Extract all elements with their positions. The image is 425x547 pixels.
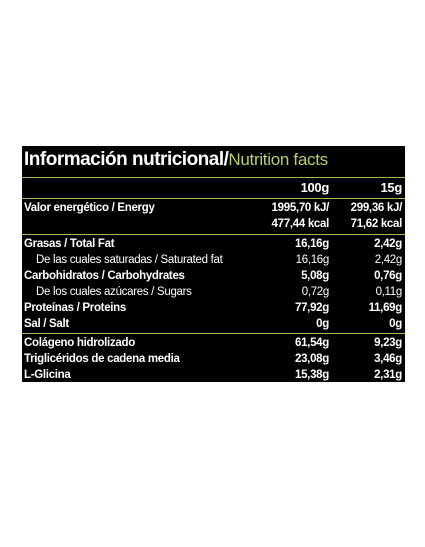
table-row: Carbohidratos / Carbohydrates 5,08g 0,76… <box>22 268 405 284</box>
nutrient-label: De los cuales azúcares / Sugars <box>36 286 192 298</box>
table-row: Grasas / Total Fat 16,16g 2,42g <box>22 236 405 252</box>
table-row: Colágeno hidrolizado 61,54g 9,23g <box>22 335 405 351</box>
nutrient-label: De las cuales saturadas / Saturated fat <box>36 254 223 266</box>
extra-value-100g: 23,08g <box>294 353 329 365</box>
nutrient-value-15g: 2,42g <box>374 238 402 250</box>
energy-kcal-row: 477,44 kcal 71,62 kcal <box>22 216 405 232</box>
table-row: De los cuales azúcares / Sugars 0,72g 0,… <box>22 284 405 300</box>
divider <box>22 177 405 178</box>
nutrient-label: Proteínas / Proteins <box>24 302 127 314</box>
title-english: Nutrition facts <box>228 150 328 169</box>
extra-label: Colágeno hidrolizado <box>24 337 135 349</box>
panel-title: Información nutricional/Nutrition facts <box>24 146 328 174</box>
nutrient-value-100g: 5,08g <box>301 270 329 282</box>
energy-kcal-100g: 477,44 kcal <box>271 218 330 230</box>
extra-value-15g: 2,31g <box>374 369 402 381</box>
nutrient-value-100g: 16,16g <box>295 254 330 266</box>
nutrient-value-100g: 0,72g <box>301 286 330 298</box>
column-header-row: 100g 15g <box>22 179 405 197</box>
nutrient-value-15g: 2,42g <box>374 254 403 266</box>
nutrient-value-100g: 0g <box>316 318 329 330</box>
divider <box>22 333 405 334</box>
energy-kcal-15g: 71,62 kcal <box>350 218 403 230</box>
table-row: Triglicéridos de cadena media 23,08g 3,4… <box>22 351 405 367</box>
nutrient-value-15g: 0,76g <box>374 270 402 282</box>
energy-label: Valor energético / Energy <box>24 202 155 214</box>
nutrient-value-15g: 11,69g <box>368 302 403 314</box>
table-row: L-Glicina 15,38g 2,31g <box>22 367 405 383</box>
extra-value-15g: 3,46g <box>374 353 402 365</box>
table-row: De las cuales saturadas / Saturated fat … <box>22 252 405 268</box>
energy-row: Valor energético / Energy 1995,70 kJ/ 29… <box>22 200 405 216</box>
divider <box>22 234 405 235</box>
table-row: Sal / Salt 0g 0g <box>22 316 405 332</box>
nutrient-label: Carbohidratos / Carbohydrates <box>24 270 185 282</box>
extra-value-15g: 9,23g <box>374 337 402 349</box>
energy-kj-15g: 299,36 kJ/ <box>350 202 403 214</box>
extra-label: Triglicéridos de cadena media <box>24 353 180 365</box>
title-spanish: Información nutricional/ <box>24 149 229 170</box>
extra-value-100g: 15,38g <box>294 369 329 381</box>
nutrient-value-100g: 16,16g <box>294 238 329 250</box>
extra-label: L-Glicina <box>24 369 71 381</box>
divider <box>22 198 405 199</box>
table-row: Proteínas / Proteins 77,92g 11,69g <box>22 300 405 316</box>
extra-value-100g: 61,54g <box>294 337 329 349</box>
nutrient-value-15g: 0,11g <box>375 286 403 298</box>
nutrient-label: Grasas / Total Fat <box>24 238 115 250</box>
column-header-100g: 100g <box>300 180 330 195</box>
nutrient-value-100g: 77,92g <box>294 302 329 314</box>
column-header-15g: 15g <box>380 180 402 195</box>
energy-kj-100g: 1995,70 kJ/ <box>271 202 330 214</box>
nutrient-value-15g: 0g <box>389 318 402 330</box>
nutrient-label: Sal / Salt <box>24 318 69 330</box>
nutrition-facts-panel: Información nutricional/Nutrition facts … <box>22 146 405 382</box>
